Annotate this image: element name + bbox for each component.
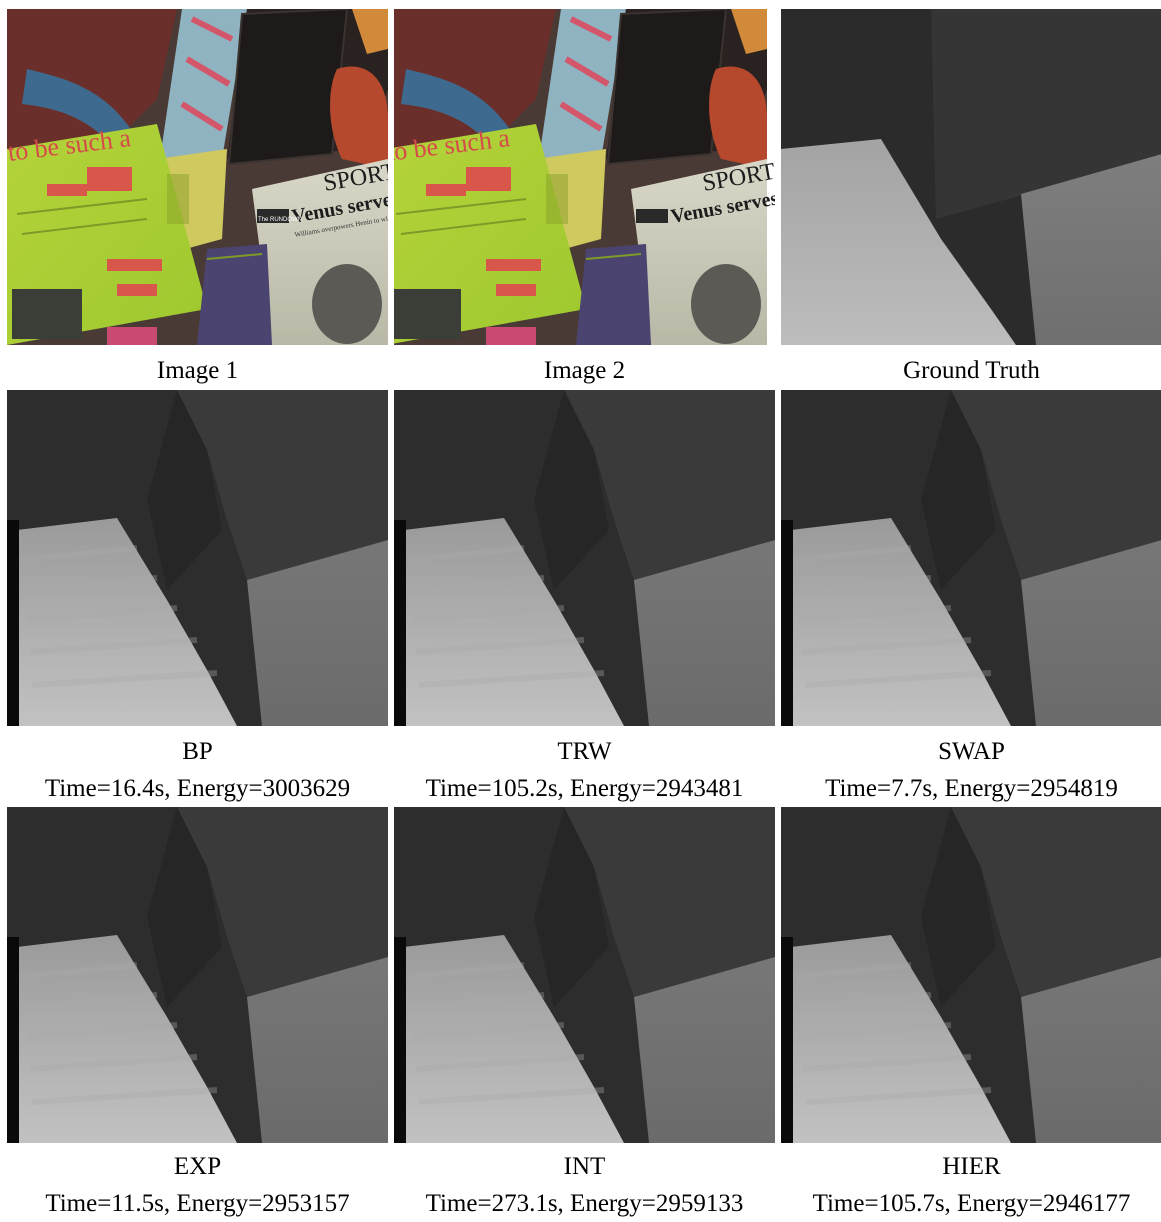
int-depth-panel	[394, 807, 775, 1143]
hier-method-label: HIER	[942, 1153, 1001, 1180]
image-2-caption: Image 2	[543, 357, 626, 384]
exp-stats-label: Time=11.5s, Energy=2953157	[45, 1190, 350, 1217]
exp-depth-panel	[7, 807, 388, 1143]
ground-truth-panel	[781, 9, 1161, 345]
swap-method-label: SWAP	[938, 738, 1005, 765]
bp-depth-panel	[7, 390, 388, 726]
trw-method-label: TRW	[557, 738, 612, 765]
bp-stats-label: Time=16.4s, Energy=3003629	[44, 775, 351, 802]
trw-stats-label: Time=105.2s, Energy=2943481	[425, 775, 744, 802]
scene-section-text: The RUNDOWN	[258, 217, 302, 223]
ground-truth-caption: Ground Truth	[903, 357, 1040, 384]
hier-depth-panel	[781, 807, 1161, 1143]
bp-method-label: BP	[182, 738, 213, 765]
hier-stats-label: Time=105.7s, Energy=2946177	[812, 1190, 1131, 1217]
swap-stats-label: Time=7.7s, Energy=2954819	[825, 775, 1118, 802]
exp-method-label: EXP	[173, 1153, 222, 1180]
int-stats-label: Time=273.1s, Energy=2959133	[425, 1190, 744, 1217]
image-2-panel: to be such a SPORTS Venus serves	[394, 9, 775, 345]
image-1-panel: to be such a SPORTS Venus serves The RUN…	[7, 9, 388, 345]
image-1-caption: Image 1	[156, 357, 239, 384]
swap-depth-panel	[781, 390, 1161, 726]
trw-depth-panel	[394, 390, 775, 726]
int-method-label: INT	[563, 1153, 606, 1180]
